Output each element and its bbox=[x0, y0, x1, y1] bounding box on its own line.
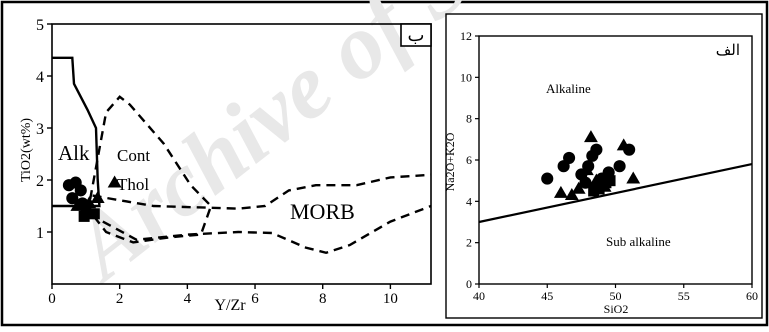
panel-a-x-tick-label: 40 bbox=[473, 289, 485, 303]
panel-b-x-tick-label: 0 bbox=[48, 291, 56, 307]
panel-a-x-axis-label: SiO2 bbox=[604, 302, 629, 316]
field-label-thol: Thol bbox=[117, 175, 149, 194]
panel-b-square-point bbox=[88, 208, 100, 220]
panel-b-x-axis-label: Y/Zr bbox=[214, 297, 246, 314]
panel-a-triangle-point bbox=[616, 138, 631, 151]
panel-b-y-tick-label: 5 bbox=[36, 17, 44, 34]
panel-b-y-tick-label: 3 bbox=[36, 121, 44, 138]
panel-a-triangle-point bbox=[584, 130, 598, 143]
panel-b-label: ب bbox=[408, 25, 425, 45]
panel-b-plot-frame bbox=[51, 23, 432, 285]
panel-b-circle-point bbox=[66, 192, 79, 205]
panel-a-triangle-point bbox=[626, 171, 641, 184]
field-label-cont: Cont bbox=[117, 146, 150, 165]
panel-b-x-tick-label: 2 bbox=[116, 291, 124, 307]
panel-a-y-tick-label: 4 bbox=[466, 194, 472, 208]
panel-a-triangle-point bbox=[571, 181, 586, 194]
panel-a-triangle-point bbox=[579, 163, 594, 176]
panel-a-y-ticks: 0 2 4 6 8 10 12 bbox=[460, 29, 479, 291]
panel-a-triangle-point bbox=[553, 185, 568, 198]
panel-b-x-ticks: 0 2 4 6 8 10 bbox=[48, 284, 398, 307]
panel-a-square-point bbox=[604, 175, 616, 187]
panel-b-points bbox=[62, 175, 122, 222]
field-label-morb: MORB bbox=[290, 199, 355, 224]
panel-b-y-tick-label: 2 bbox=[36, 173, 44, 190]
panel-a-x-tick-label: 55 bbox=[678, 289, 690, 303]
panel-b-y-tick-label: 4 bbox=[36, 69, 44, 86]
panel-a-x-tick-label: 45 bbox=[541, 289, 553, 303]
panel-b-square-point bbox=[78, 210, 90, 222]
panel-b-square-point bbox=[80, 203, 92, 215]
panel-a-triangle-point bbox=[589, 173, 604, 186]
panel-a-circle-point bbox=[563, 151, 576, 164]
field-label-alkaline: Alkaline bbox=[546, 81, 591, 96]
panel-a-x-tick-label: 50 bbox=[610, 289, 622, 303]
panel-b-x-tick-label: 10 bbox=[383, 291, 398, 307]
field-label-sub-alkaline: Sub alkaline bbox=[606, 234, 671, 249]
panel-b-y-tick-label: 1 bbox=[36, 225, 44, 242]
field-label-alk: Alk bbox=[58, 141, 90, 165]
panel-b-triangle-point bbox=[90, 191, 105, 204]
panel-a-points bbox=[541, 130, 641, 200]
panel-a-y-tick-label: 6 bbox=[466, 153, 472, 167]
panel-a-y-tick-label: 10 bbox=[460, 70, 472, 84]
panel-a-y-tick-label: 8 bbox=[466, 112, 472, 126]
panel-b-triangle-point bbox=[107, 175, 122, 188]
panel-a-circle-point bbox=[590, 143, 603, 156]
panel-a-outer-frame bbox=[445, 13, 763, 319]
panel-a-x-ticks: 40 45 50 55 60 bbox=[473, 284, 758, 303]
panel-b-x-tick-label: 4 bbox=[184, 291, 192, 307]
morb-lower-boundary bbox=[102, 204, 432, 255]
panel-a-circle-point bbox=[541, 172, 554, 185]
panel-a-y-tick-label: 12 bbox=[460, 29, 472, 43]
morb-upper-boundary bbox=[92, 173, 432, 210]
panel-a-divider-line bbox=[478, 163, 753, 224]
panel-b-y-axis-label: TiO2(wt%) bbox=[19, 118, 34, 182]
panel-b-label-box bbox=[400, 23, 432, 47]
panel-b-x-tick-label: 8 bbox=[319, 291, 327, 307]
panel-a-label: الف bbox=[716, 43, 740, 59]
panel-a-triangle-point bbox=[564, 187, 579, 200]
panel-a-y-axis-label: Na2O+K2O bbox=[443, 132, 457, 191]
panel-b-x-tick-label: 6 bbox=[251, 291, 259, 307]
panel-b-circle-point bbox=[74, 184, 87, 197]
alkaline-subalkaline-divider bbox=[478, 163, 753, 224]
panel-a-circle-point bbox=[613, 160, 626, 173]
cont-thol-field-boundary bbox=[84, 95, 213, 244]
panel-a-y-tick-label: 0 bbox=[466, 277, 472, 291]
panel-a-square-point bbox=[593, 183, 605, 195]
panel-a-y-tick-label: 2 bbox=[466, 236, 472, 250]
panel-a: الف 40 45 50 55 60 0 2 4 6 8 10 12 Alkaline Sub al… bbox=[443, 13, 763, 319]
panel-b-y-ticks: 1 2 3 4 5 bbox=[36, 17, 52, 242]
panel-a-x-tick-label: 60 bbox=[746, 289, 758, 303]
